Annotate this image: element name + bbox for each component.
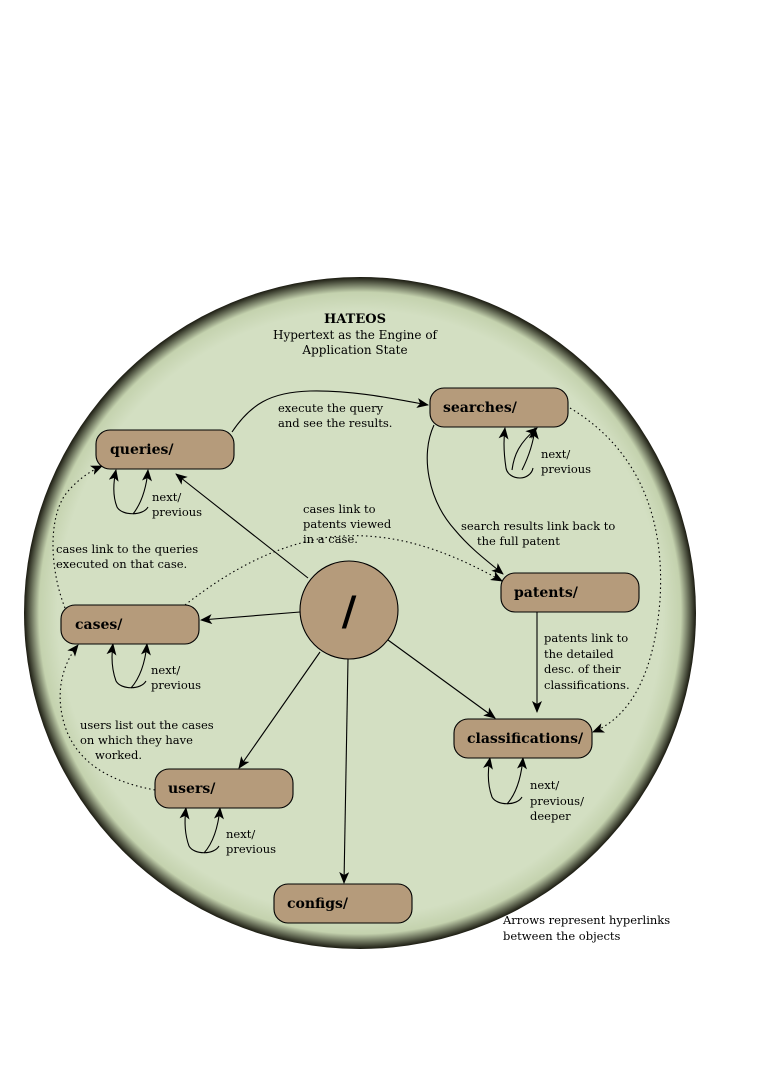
node-searches[interactable]: searches/ [429, 387, 569, 428]
edge-users-cases [59, 644, 156, 791]
edge-root-cases [200, 611, 301, 625]
annotation-users-cases-2: on which they have [80, 733, 193, 747]
annotation-queries-next-2: previous [152, 505, 202, 519]
node-classifications[interactable]: classifications/ [453, 718, 593, 759]
node-queries[interactable]: queries/ [95, 429, 235, 470]
annotation-cases-queries-1: cases link to the queries [56, 542, 198, 556]
node-configs-label: configs/ [287, 896, 349, 912]
node-cases-label: cases/ [75, 617, 123, 633]
edge-searches-classifications [569, 407, 662, 733]
diagram-subtitle-line-1: Hypertext as the Engine of [273, 328, 439, 342]
annotation-class-next-3: deeper [530, 809, 571, 823]
annotation-cases-patents-2: patents viewed [303, 517, 392, 531]
annotation-queries-next-1: next/ [152, 490, 181, 504]
loop-cases-2 [130, 643, 151, 689]
loop-queries [108, 469, 149, 515]
annotation-users-next-2: previous [226, 842, 276, 856]
node-configs[interactable]: configs/ [273, 883, 413, 924]
annotation-search-results-2: the full patent [477, 534, 560, 548]
loop-users-2 [203, 807, 224, 854]
node-users-label: users/ [168, 781, 216, 797]
annotation-searches-next-1: next/ [541, 447, 570, 461]
node-cases[interactable]: cases/ [60, 604, 200, 645]
node-classifications-label: classifications/ [467, 731, 584, 747]
edge-searches-patents [426, 424, 504, 575]
loop-cases [106, 643, 147, 689]
annotation-execute-1: execute the query [278, 401, 384, 415]
diagram-subtitle-line-2: Application State [301, 343, 407, 357]
node-queries-label: queries/ [110, 442, 174, 458]
loop-searches-2 [521, 427, 539, 471]
legend-line-2: between the objects [503, 929, 621, 943]
annotation-class-next-2: previous/ [530, 794, 584, 808]
node-users[interactable]: users/ [154, 768, 294, 809]
legend-line-1: Arrows represent hyperlinks [502, 913, 670, 927]
edge-root-queries [175, 473, 309, 579]
annotation-class-next-1: next/ [530, 778, 559, 792]
edge-root-configs [339, 658, 350, 884]
loop-classifications-2 [506, 757, 527, 805]
edge-root-classifications [387, 639, 496, 719]
annotation-searches-next-2: previous [541, 462, 591, 476]
diagram-title: HATEOS [324, 312, 386, 327]
annotation-users-cases-1: users list out the cases [80, 718, 214, 732]
annotation-execute-2: and see the results. [278, 416, 392, 430]
annotation-cases-next-1: next/ [151, 663, 180, 677]
edge-root-users [238, 651, 321, 769]
loop-users [179, 807, 220, 854]
node-root-label: / [342, 589, 357, 635]
annotation-users-cases-3: worked. [95, 748, 142, 762]
annotation-patents-class-3: desc. of their [544, 662, 621, 676]
edge-cases-patents [184, 535, 503, 606]
node-searches-label: searches/ [443, 400, 518, 416]
loop-searches [498, 427, 534, 479]
annotation-cases-queries-2: executed on that case. [56, 557, 187, 571]
loop-classifications [483, 757, 523, 805]
annotation-patents-class-1: patents link to [544, 631, 628, 645]
edge-cases-queries [52, 465, 103, 609]
annotation-patents-class-2: the detailed [544, 647, 614, 661]
edge-queries-searches [231, 390, 429, 433]
annotation-cases-next-2: previous [151, 678, 201, 692]
annotation-search-results-1: search results link back to [461, 519, 615, 533]
loop-queries-2 [132, 469, 152, 515]
annotation-users-next-1: next/ [226, 827, 255, 841]
annotation-patents-class-4: classifications. [544, 678, 630, 692]
node-patents[interactable]: patents/ [500, 572, 640, 613]
annotation-cases-patents-1: cases link to [303, 502, 376, 516]
annotation-cases-patents-3: in a case. [303, 532, 358, 546]
node-root[interactable]: / [299, 560, 399, 660]
node-patents-label: patents/ [514, 585, 579, 601]
